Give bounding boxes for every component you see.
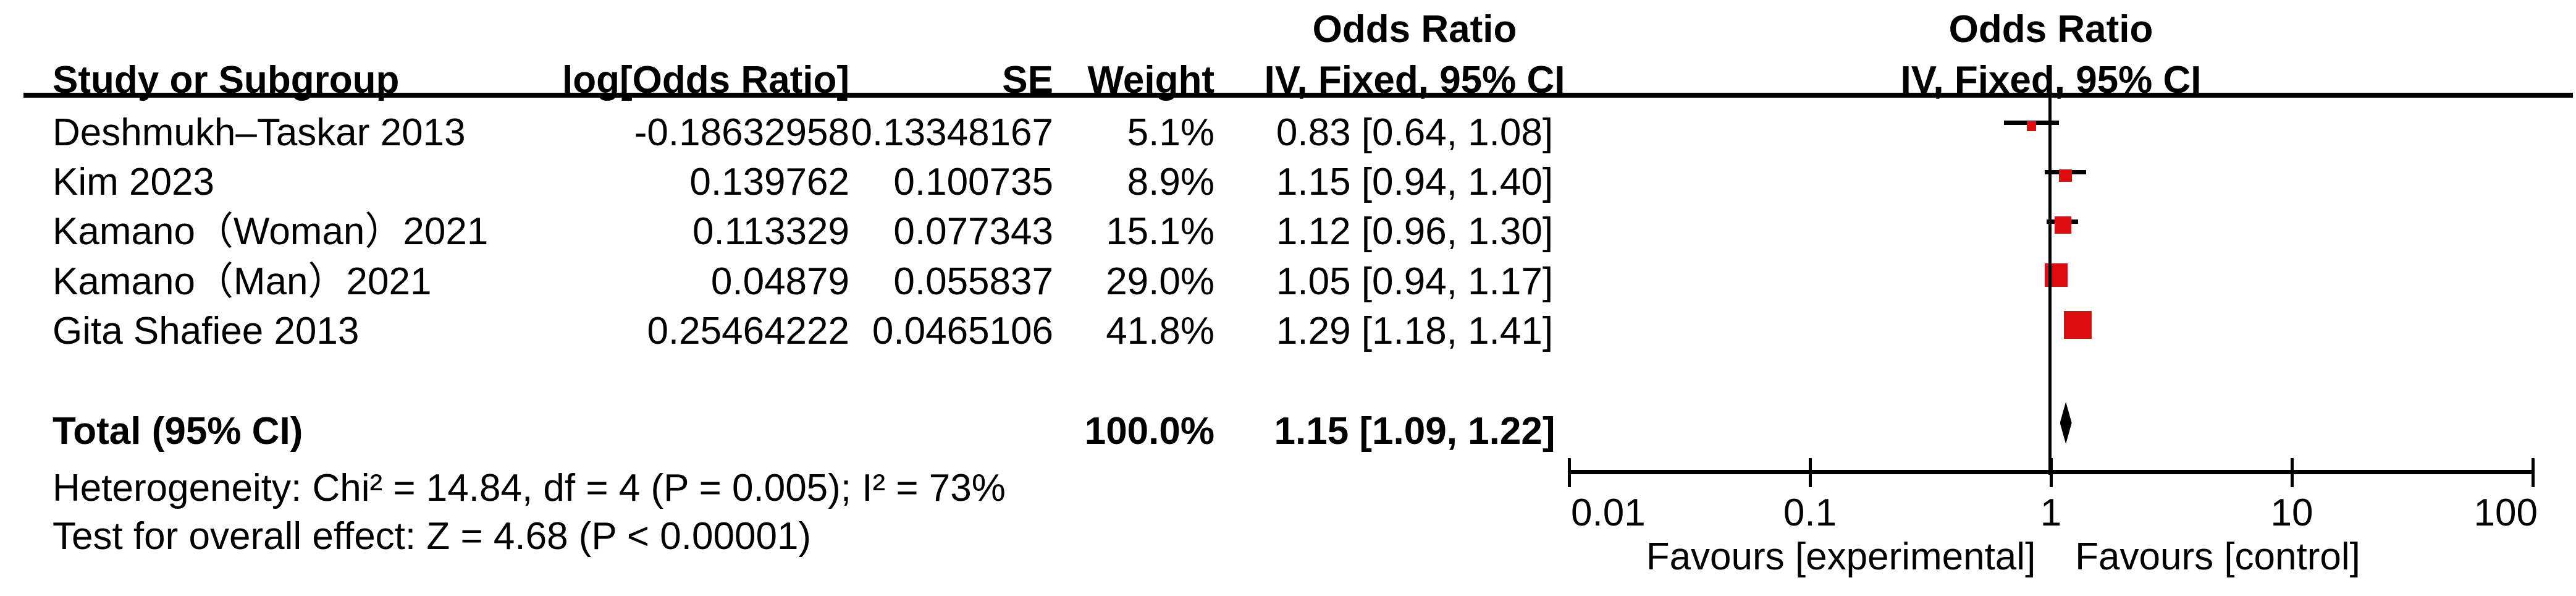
study-or-ci: 1.29 [1.18, 1.41] — [1276, 310, 1554, 352]
header-rule — [23, 93, 2573, 98]
column-header-effect-method: IV, Fixed, 95% CI — [1264, 59, 1565, 101]
weight-square — [2059, 169, 2073, 182]
tick-mark — [1567, 458, 1571, 487]
study-logor: 0.113329 — [692, 210, 849, 253]
tick-mark — [2049, 458, 2053, 487]
tick-label: 100 — [2473, 492, 2538, 534]
tick-label: 0.1 — [1783, 492, 1837, 534]
weight-square — [2063, 310, 2092, 339]
study-logor: 0.04879 — [710, 260, 849, 303]
heterogeneity-text: Heterogeneity: Chi² = 14.84, df = 4 (P =… — [53, 467, 1006, 509]
plot-column-title: Odds Ratio — [1948, 8, 2153, 51]
study-se: 0.100735 — [893, 161, 1053, 203]
column-header-se: SE — [1002, 59, 1053, 101]
study-name: Kamano（Man）2021 — [53, 260, 432, 303]
total-or-ci: 1.15 [1.09, 1.22] — [1274, 410, 1555, 453]
column-header-weight: Weight — [1087, 59, 1215, 101]
study-or-ci: 1.15 [0.94, 1.40] — [1276, 161, 1554, 203]
column-header-logor: log[Odds Ratio] — [562, 59, 849, 101]
study-se: 0.055837 — [893, 260, 1053, 303]
weight-square — [2054, 216, 2071, 234]
total-label: Total (95% CI) — [53, 410, 303, 453]
null-effect-line — [2048, 98, 2052, 475]
study-or-ci: 1.05 [0.94, 1.17] — [1276, 260, 1554, 303]
tick-mark — [1808, 458, 1812, 487]
total-weight: 100.0% — [1084, 410, 1214, 453]
study-or-ci: 0.83 [0.64, 1.08] — [1276, 111, 1554, 154]
study-weight: 41.8% — [1106, 310, 1214, 352]
study-logor: -0.18632958 — [634, 111, 849, 154]
study-se: 0.077343 — [893, 210, 1053, 253]
tick-label: 0.01 — [1571, 492, 1646, 534]
tick-mark — [2531, 458, 2535, 487]
column-header-study: Study or Subgroup — [53, 59, 400, 101]
study-name: Kamano（Woman）2021 — [53, 210, 489, 253]
weight-square — [2044, 263, 2068, 287]
study-logor: 0.139762 — [689, 161, 849, 203]
study-name: Kim 2023 — [53, 161, 214, 203]
study-se: 0.13348167 — [851, 111, 1053, 154]
study-se: 0.0465106 — [872, 310, 1053, 352]
tick-mark — [2290, 458, 2294, 487]
study-weight: 8.9% — [1127, 161, 1214, 203]
favours-left-label: Favours [experimental] — [1646, 535, 2036, 578]
study-weight: 5.1% — [1127, 111, 1214, 154]
study-weight: 29.0% — [1106, 260, 1214, 303]
total-diamond — [2060, 402, 2072, 444]
study-or-ci: 1.12 [0.96, 1.30] — [1276, 210, 1554, 253]
study-name: Gita Shafiee 2013 — [53, 310, 360, 352]
study-name: Deshmukh–Taskar 2013 — [53, 111, 466, 154]
tick-label: 1 — [2040, 492, 2062, 534]
tick-label: 10 — [2270, 492, 2313, 534]
effect-column-title: Odds Ratio — [1312, 8, 1517, 51]
overall-effect-text: Test for overall effect: Z = 4.68 (P < 0… — [53, 515, 812, 558]
favours-right-label: Favours [control] — [2075, 535, 2360, 578]
study-weight: 15.1% — [1106, 210, 1214, 253]
study-logor: 0.25464222 — [647, 310, 849, 352]
weight-square — [2026, 121, 2037, 131]
